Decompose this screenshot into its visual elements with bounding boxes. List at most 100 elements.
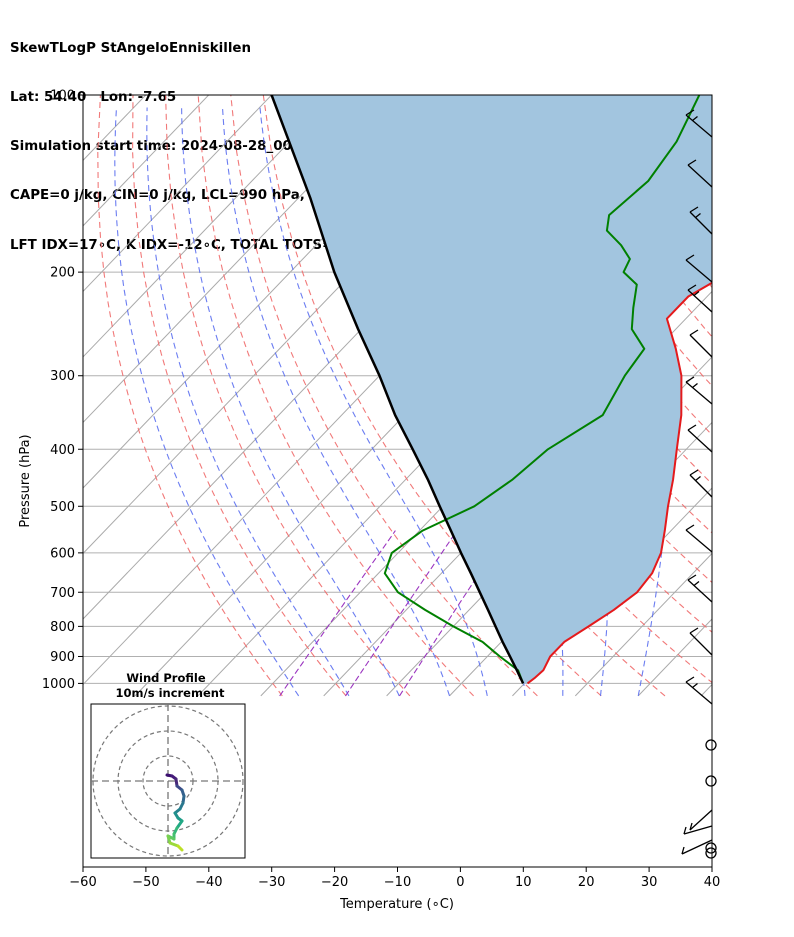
y-tick-label: 200 <box>50 266 75 281</box>
x-tick-label: 20 <box>578 875 595 890</box>
isotherm-line <box>83 95 398 424</box>
wind-barb <box>689 206 713 235</box>
y-tick-label: 600 <box>50 546 75 561</box>
barb-flag <box>685 254 695 261</box>
calm-wind-circle <box>705 739 717 751</box>
mixing-ratio-line <box>345 530 458 697</box>
dry-adiabat <box>197 95 474 697</box>
barb-flag <box>685 376 695 383</box>
barb-staff <box>689 211 713 235</box>
y-tick-label: 500 <box>50 500 75 515</box>
profile-series <box>270 95 712 685</box>
wind-barb <box>687 159 713 188</box>
barb-staff <box>689 474 713 498</box>
x-tick-label: −20 <box>321 875 348 890</box>
x-tick-label: −30 <box>258 875 285 890</box>
wind-barb <box>685 109 713 138</box>
x-tick-label: −10 <box>384 875 411 890</box>
wind-barb <box>685 254 713 283</box>
wind-barb <box>683 825 713 835</box>
hodograph-segment <box>176 844 184 852</box>
barb-flag <box>689 329 699 336</box>
dewpoint-line <box>383 95 701 684</box>
wind-profile-inset: Wind Profile 10m/s increment <box>90 671 246 859</box>
y-tick-label: 300 <box>50 369 75 384</box>
dry-adiabat <box>720 95 794 696</box>
barb-flag <box>685 524 695 531</box>
barb-staff <box>685 681 713 705</box>
wind-barb <box>689 809 713 831</box>
dry-adiabat <box>230 95 538 697</box>
dry-adiabat <box>262 95 602 697</box>
x-tick-label: −50 <box>132 875 159 890</box>
barb-flag <box>689 206 699 213</box>
barb-flag <box>695 212 701 219</box>
barb-staff <box>685 114 713 138</box>
isotherm-line <box>700 683 712 697</box>
isotherm-line <box>764 95 794 696</box>
barb-staff <box>685 381 713 405</box>
isotherm-line <box>83 95 84 96</box>
dry-adiabat <box>393 95 712 584</box>
chart-title: SkewTLogP StAngeloEnniskillen <box>10 40 252 56</box>
cape-cin-shading <box>271 95 712 684</box>
wind-barb <box>689 469 713 498</box>
hodograph-trace <box>165 773 186 852</box>
barb-flag <box>692 682 698 689</box>
dry-adiabat <box>132 95 347 697</box>
inset-title: Wind Profile <box>126 671 206 685</box>
barb-flag <box>683 826 687 835</box>
barb-staff <box>683 825 713 835</box>
barb-staff <box>687 429 713 453</box>
y-tick-label: 800 <box>50 620 75 635</box>
barb-staff <box>689 334 713 358</box>
wind-barb <box>685 376 713 405</box>
x-tick-label: −60 <box>69 875 96 890</box>
barb-flag <box>689 822 693 831</box>
wind-barb <box>689 329 713 358</box>
wind-barbs <box>681 109 717 859</box>
dry-adiabat <box>785 95 794 696</box>
calm-wind-circle <box>705 775 717 787</box>
wind-barb <box>687 574 713 603</box>
wind-barb <box>689 627 713 656</box>
calm-wind-circle <box>705 842 717 854</box>
barb-flag <box>693 290 700 297</box>
mixing-ratio-line <box>279 530 396 697</box>
moist-adiabat <box>259 107 488 697</box>
parcel-line <box>270 95 525 684</box>
x-axis-ticks: −60 −50 −40 −30 −20 −10 0 10 20 30 40 <box>69 867 720 890</box>
barb-flag <box>685 676 695 683</box>
wind-barb <box>685 524 713 553</box>
wind-barb <box>687 284 713 313</box>
barb-flag <box>687 574 697 581</box>
barb-staff <box>687 579 713 603</box>
barb-flag <box>685 109 695 116</box>
barb-staff <box>685 529 713 553</box>
isotherm-line <box>83 95 210 227</box>
barb-flag <box>689 627 699 634</box>
barb-flag <box>687 424 697 431</box>
dry-adiabat <box>752 95 794 696</box>
barb-flag <box>693 580 700 587</box>
temperature-line <box>526 281 712 685</box>
barb-flag <box>692 382 698 389</box>
y-axis-label: Pressure (hPa) <box>18 434 33 527</box>
barb-staff <box>687 164 713 188</box>
barb-flag <box>695 475 701 482</box>
barb-staff <box>685 259 713 283</box>
barb-staff <box>689 632 713 656</box>
y-tick-label: 1000 <box>42 677 75 692</box>
isotherm-line <box>83 95 147 162</box>
wind-barb <box>681 839 713 855</box>
barb-flag <box>692 115 698 122</box>
moist-adiabat <box>221 107 451 697</box>
barb-flag <box>687 284 697 291</box>
barb-staff <box>687 289 713 313</box>
barb-flag <box>687 159 697 166</box>
x-tick-label: 40 <box>704 875 721 890</box>
y-tick-label: 400 <box>50 443 75 458</box>
isotherm-line <box>83 95 272 293</box>
barb-flag <box>681 846 685 855</box>
